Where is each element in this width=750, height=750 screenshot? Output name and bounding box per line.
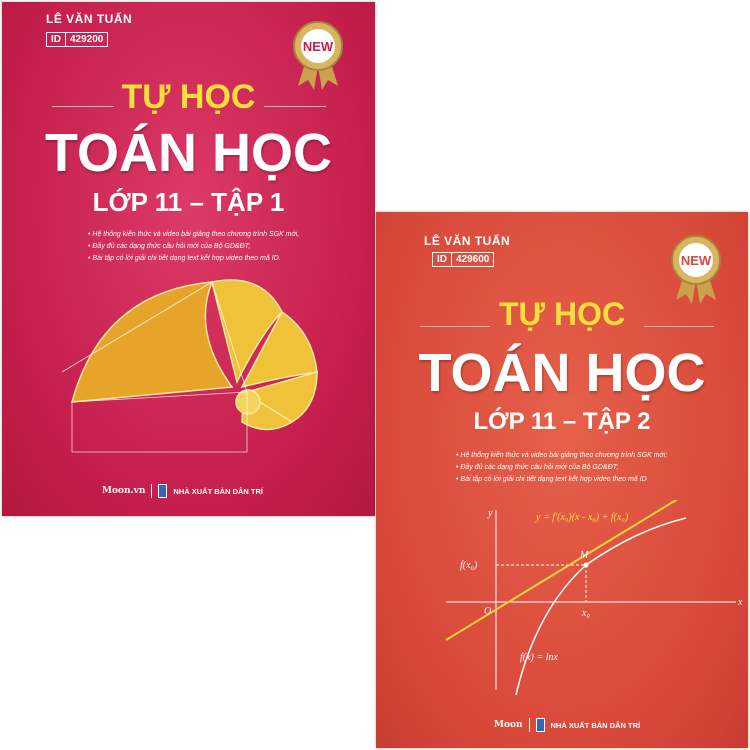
- feature-list: Hệ thống kiến thức và video bài giảng th…: [88, 229, 299, 265]
- id-box: ID 429600: [432, 252, 495, 267]
- feature-item: Hệ thống kiến thức và video bài giảng th…: [88, 229, 299, 241]
- publisher-footer: Moon.vn NHÀ XUẤT BẢN DÂN TRÍ: [102, 484, 263, 498]
- publisher-logo-icon: [535, 718, 545, 732]
- author-name: LÊ VĂN TUẤN: [46, 12, 133, 26]
- feature-item: Đầy đủ các dạng thức câu hỏi mới của Bộ …: [456, 462, 667, 474]
- svg-text:NEW: NEW: [303, 39, 334, 54]
- title-main: TOÁN HỌC: [44, 123, 332, 183]
- tangent-line: [445, 500, 679, 641]
- new-badge-icon: NEW: [293, 21, 343, 90]
- id-box: ID 429200: [46, 32, 109, 47]
- svg-text:f(x₀): f(x₀): [460, 560, 478, 571]
- svg-text:f(x) = lnx: f(x) = lnx: [520, 652, 558, 663]
- book-cover-tap-2: LÊ VĂN TUẤN ID 429600 NEW TỰ HỌC TOÁN HỌC…: [376, 212, 748, 748]
- golden-spiral-illustration: [62, 279, 318, 453]
- svg-text:x: x: [737, 597, 743, 608]
- book-cover-tap-1: LÊ VĂN TUẤN ID 429200 NEW TỰ HỌC TOÁN HỌC…: [2, 2, 375, 516]
- id-label: ID: [47, 33, 66, 46]
- publisher-name: NHÀ XUẤT BẢN DÂN TRÍ: [173, 486, 264, 496]
- publisher-name: NHÀ XUẤT BẢN DÂN TRÍ: [550, 720, 641, 730]
- feature-item: Bài tập có lời giải chi tiết dạng text k…: [456, 474, 667, 486]
- feature-list: Hệ thống kiến thức và video bài giảng th…: [456, 450, 667, 486]
- new-badge-icon: NEW: [671, 235, 721, 304]
- id-value: 429200: [70, 34, 104, 45]
- svg-text:NEW: NEW: [681, 253, 712, 268]
- title-main: TOÁN HỌC: [418, 343, 706, 403]
- feature-item: Bài tập có lời giải chi tiết dạng text k…: [88, 253, 299, 265]
- subtitle: LỚP 11 – TẬP 1: [92, 187, 285, 217]
- feature-item: Đầy đủ các dạng thức câu hỏi mới của Bộ …: [88, 241, 299, 253]
- tangent-graph-illustration: y = f′(x₀)(x - x₀) + f(x₀) y x O M f(x₀)…: [445, 500, 743, 696]
- title-top: TỰ HỌC: [498, 296, 626, 332]
- title-top: TỰ HỌC: [121, 78, 256, 116]
- svg-text:M: M: [579, 550, 589, 561]
- id-value: 429600: [456, 254, 490, 265]
- feature-item: Hệ thống kiến thức và video bài giảng th…: [456, 450, 667, 462]
- author-name: LÊ VĂN TUẤN: [424, 234, 511, 248]
- publisher-footer: Moon NHÀ XUẤT BẢN DÂN TRÍ: [494, 718, 640, 732]
- svg-text:O: O: [484, 606, 491, 617]
- moon-logo: Moon.vn: [102, 486, 146, 496]
- subtitle: LỚP 11 – TẬP 2: [473, 408, 651, 435]
- id-label: ID: [433, 253, 452, 266]
- svg-text:x₀: x₀: [581, 608, 590, 619]
- svg-text:y = f′(x₀)(x - x₀) + f(x₀): y = f′(x₀)(x - x₀) + f(x₀): [535, 512, 629, 523]
- moon-logo: Moon: [494, 720, 523, 730]
- svg-text:y: y: [487, 508, 493, 519]
- publisher-logo-icon: [158, 484, 168, 498]
